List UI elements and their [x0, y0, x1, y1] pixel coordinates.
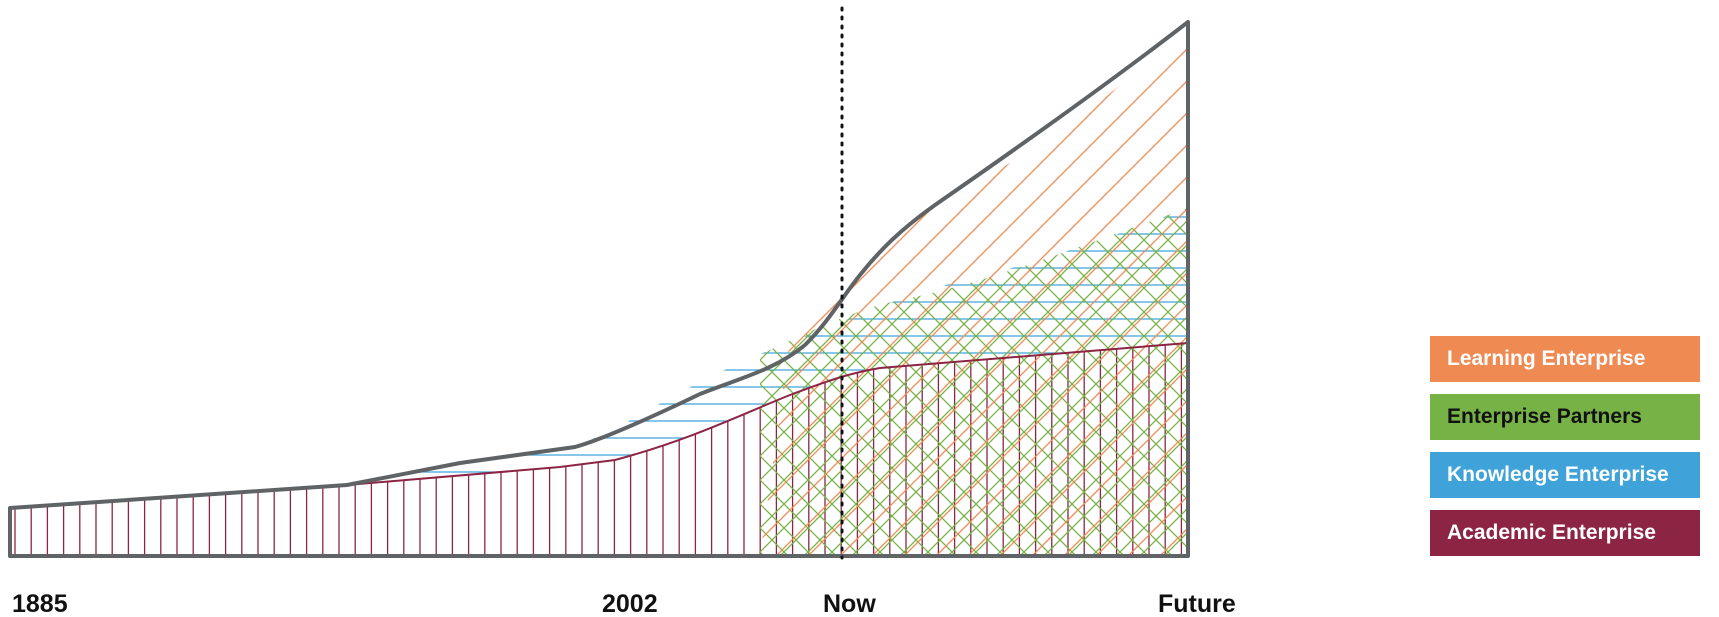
growth-outline [8, 20, 1190, 558]
timeline-label-2002: 2002 [602, 590, 658, 617]
legend-item-enterprise-partners: Enterprise Partners [1430, 394, 1700, 440]
timeline-label-1885: 1885 [12, 590, 68, 617]
legend: Learning Enterprise Enterprise Partners … [1430, 336, 1700, 568]
academic-enterprise-boundary [346, 342, 1189, 486]
legend-item-academic-enterprise: Academic Enterprise [1430, 510, 1700, 556]
timeline-label-now: Now [823, 590, 876, 617]
legend-item-learning-enterprise: Learning Enterprise [1430, 336, 1700, 382]
timeline-label-future: Future [1158, 590, 1236, 617]
legend-item-knowledge-enterprise: Knowledge Enterprise [1430, 452, 1700, 498]
